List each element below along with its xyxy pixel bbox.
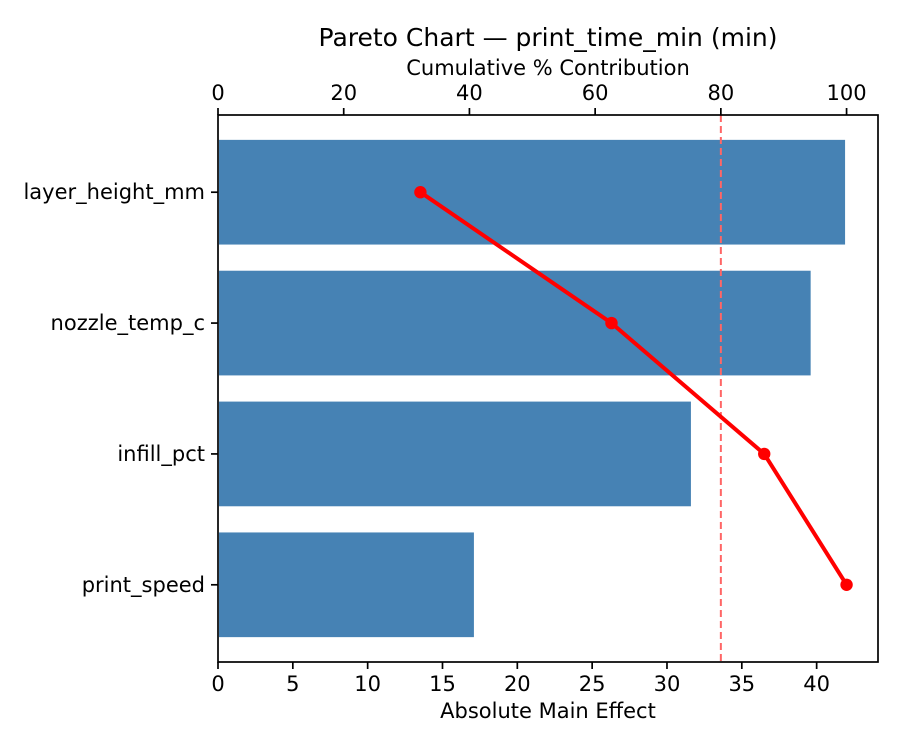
x-tick-label: 5 <box>286 672 299 696</box>
bar-print_speed <box>219 532 474 638</box>
y-tick-label-infill_pct: infill_pct <box>117 442 205 467</box>
x-tick-label: 40 <box>803 672 830 696</box>
bar-infill_pct <box>219 401 691 507</box>
bar-layer_height_mm <box>219 139 846 245</box>
x-tick-label: 25 <box>579 672 606 696</box>
bottom-axis-label: Absolute Main Effect <box>440 699 656 723</box>
cumulative-point-infill_pct <box>758 447 771 461</box>
x-tick-label: 15 <box>429 672 456 696</box>
cumulative-point-nozzle_temp_c <box>605 316 618 330</box>
y-tick-label-nozzle_temp_c: nozzle_temp_c <box>51 311 205 336</box>
x-tick-label: 35 <box>728 672 755 696</box>
top-tick-label: 60 <box>582 81 609 105</box>
top-tick-label: 80 <box>707 81 734 105</box>
top-tick-label: 100 <box>827 81 867 105</box>
cumulative-line <box>419 190 849 586</box>
plot-border <box>217 114 879 663</box>
top-axis-label: Cumulative % Contribution <box>406 56 690 80</box>
x-tick-label: 0 <box>211 672 224 696</box>
chart-title: Pareto Chart — print_time_min (min) <box>318 23 778 52</box>
x-tick-label: 20 <box>504 672 531 696</box>
x-tick-label: 30 <box>654 672 681 696</box>
top-tick-label: 0 <box>211 81 224 105</box>
x-tick-label: 10 <box>354 672 381 696</box>
bar-nozzle_temp_c <box>219 270 811 376</box>
y-tick-label-print_speed: print_speed <box>82 573 205 598</box>
cumulative-point-print_speed <box>840 578 853 591</box>
top-tick-label: 40 <box>456 81 483 105</box>
top-tick-label: 20 <box>330 81 357 105</box>
cumulative-point-layer_height_mm <box>414 186 427 199</box>
y-tick-label-layer_height_mm: layer_height_mm <box>23 180 205 205</box>
